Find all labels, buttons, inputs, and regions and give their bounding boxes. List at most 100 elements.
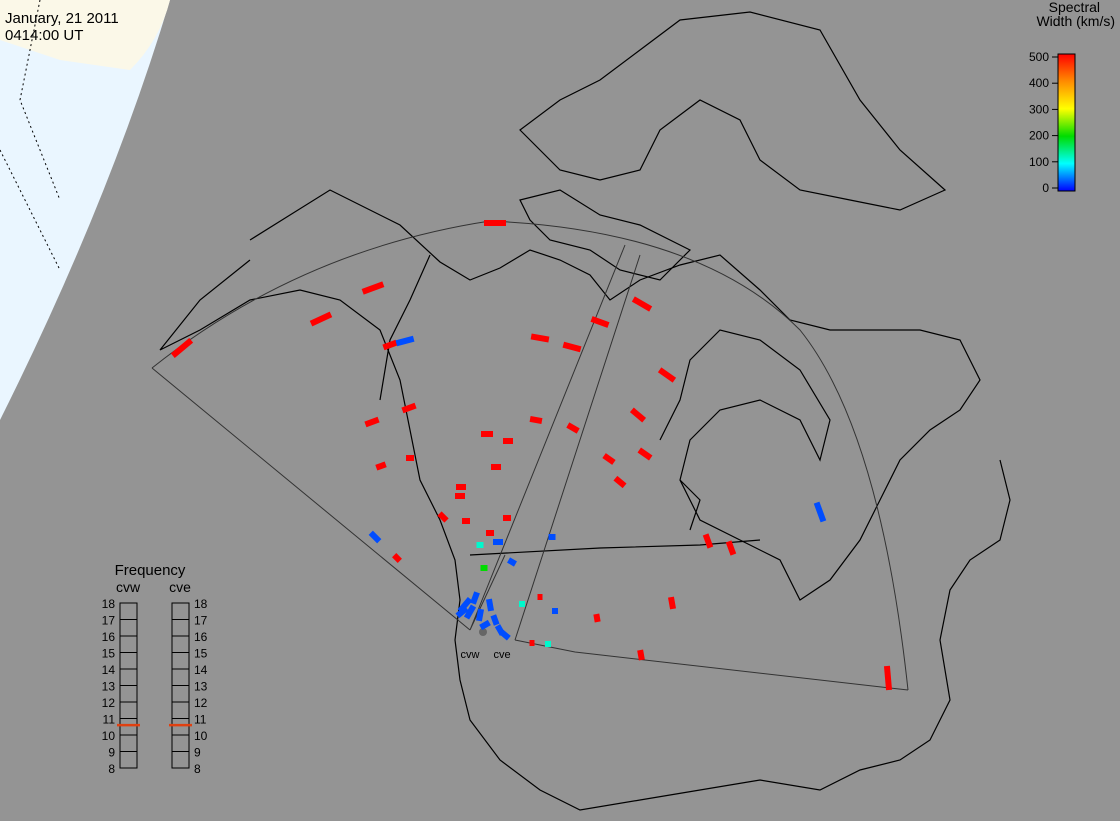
echo	[361, 281, 385, 295]
echo	[456, 484, 466, 490]
colorbar-tick-label: 0	[1042, 181, 1049, 195]
echo	[813, 501, 827, 523]
echo	[481, 431, 493, 437]
frequency-tick-label: 11	[194, 713, 207, 727]
frequency-tick-label: 14	[102, 663, 116, 677]
echo	[637, 649, 645, 661]
echo	[529, 416, 543, 424]
echo	[529, 640, 535, 646]
colorbar-tick-label: 200	[1029, 129, 1049, 143]
echo	[629, 407, 647, 423]
frequency-tick-label: 12	[102, 696, 116, 710]
echo	[590, 316, 610, 328]
echo	[519, 601, 525, 607]
echo	[491, 464, 501, 470]
echo	[437, 511, 449, 523]
colorbar-title: Width (km/s)	[1036, 13, 1115, 29]
echo	[484, 220, 506, 226]
echo	[368, 530, 382, 544]
echo	[503, 438, 513, 444]
colorbar-tick-label: 300	[1029, 102, 1049, 116]
frequency-tick-label: 8	[108, 762, 115, 776]
frequency-tick-label: 17	[194, 614, 208, 628]
colorbar	[1057, 53, 1076, 192]
date: January, 21 2011	[5, 10, 119, 27]
echo	[725, 540, 737, 556]
echo	[463, 604, 477, 620]
echo	[395, 335, 415, 347]
echo	[493, 539, 503, 545]
echo	[480, 565, 488, 571]
echo	[613, 475, 627, 489]
radar-label: cve	[493, 649, 510, 661]
echo	[530, 333, 550, 343]
frequency-tick-label: 10	[194, 729, 208, 743]
echo	[602, 453, 616, 465]
echo	[702, 533, 714, 549]
echo	[455, 605, 469, 619]
echo	[566, 422, 580, 434]
frequency-title: Frequency	[115, 562, 186, 579]
echo	[883, 665, 893, 691]
frequency-tick-label: 15	[102, 647, 116, 661]
echo	[364, 416, 380, 428]
radar-name: cvw	[116, 579, 141, 595]
echo	[406, 455, 414, 461]
radar-fov	[151, 220, 909, 691]
echo	[470, 591, 480, 605]
echo	[490, 614, 500, 626]
colorbar-tick-label: 500	[1029, 50, 1049, 64]
echo	[562, 341, 582, 353]
frequency-tick-label: 18	[102, 597, 116, 611]
echo	[507, 557, 517, 567]
echo	[455, 493, 465, 499]
daylight	[0, 0, 170, 420]
echo	[637, 447, 653, 461]
frequency-tick-label: 13	[194, 680, 208, 694]
echo	[545, 641, 551, 647]
echo	[537, 594, 543, 600]
echo	[657, 367, 677, 383]
frequency-tick-label: 11	[103, 713, 116, 727]
echo	[375, 461, 387, 471]
frequency-tick-label: 12	[194, 696, 208, 710]
echo	[552, 608, 558, 614]
frequency-tick-label: 14	[194, 663, 208, 677]
echo	[486, 530, 494, 536]
frequency-tick-label: 18	[194, 597, 208, 611]
frequency-tick-label: 9	[194, 746, 201, 760]
echo	[309, 311, 333, 327]
frequency-tick-label: 13	[102, 680, 116, 694]
radar-site	[479, 628, 487, 636]
radar-label: cvw	[461, 649, 480, 661]
echo	[476, 542, 484, 548]
frequency-tick-label: 16	[194, 630, 208, 644]
frequency-tick-label: 8	[194, 762, 201, 776]
time: 0414:00 UT	[5, 27, 83, 44]
frequency-tick-label: 9	[108, 746, 115, 760]
land-day	[0, 0, 170, 70]
echo	[462, 518, 470, 524]
echo	[476, 608, 484, 622]
colorbar-tick-label: 100	[1029, 155, 1049, 169]
echo	[668, 596, 676, 610]
radar-name: cve	[169, 579, 191, 595]
echoes	[170, 220, 893, 691]
grid-dotted	[0, 0, 61, 271]
colorbar-tick-label: 400	[1029, 76, 1049, 90]
echo	[503, 515, 511, 521]
frequency-tick-label: 17	[102, 614, 116, 628]
echo	[401, 402, 417, 414]
echo	[170, 337, 194, 359]
echo	[479, 619, 491, 631]
echo	[631, 296, 653, 312]
colorbar-title: Spectral	[1049, 0, 1100, 15]
frequency-tick-label: 16	[102, 630, 116, 644]
frequency-tick-label: 10	[102, 729, 116, 743]
frequency-tick-label: 15	[194, 647, 208, 661]
echo	[392, 553, 402, 563]
echo	[382, 339, 398, 351]
